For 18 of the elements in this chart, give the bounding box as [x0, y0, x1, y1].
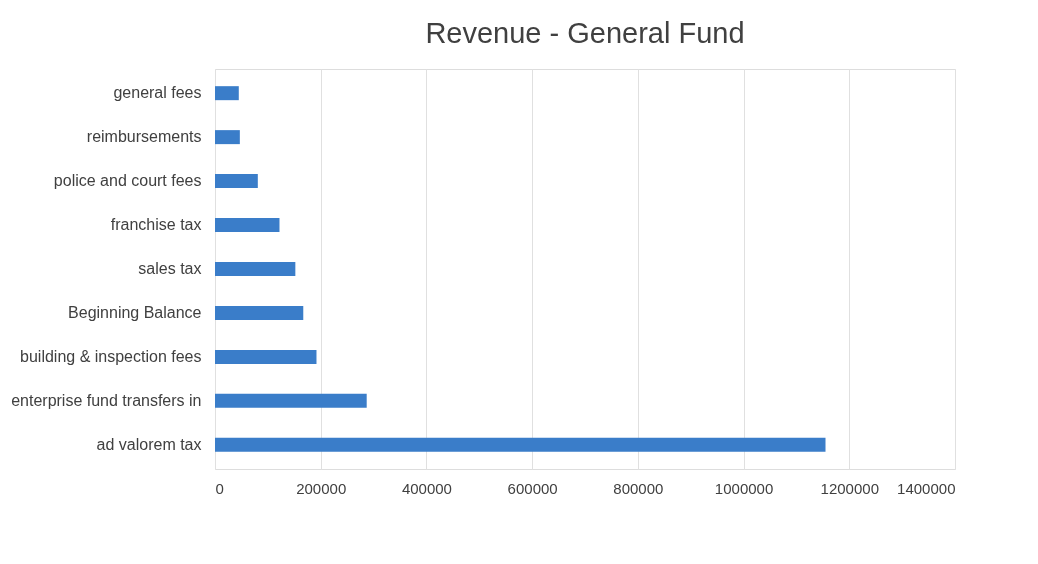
x-tick-label: 0: [215, 479, 224, 497]
y-tick-label: Beginning Balance: [68, 303, 202, 321]
y-tick-label: sales tax: [138, 260, 202, 277]
y-tick-label: police and court fees: [53, 172, 202, 190]
y-tick-label: enterprise fund transfers in: [11, 391, 202, 409]
x-tick-label: 1000000: [714, 479, 774, 497]
x-tick-label: 600000: [507, 479, 558, 497]
x-tick-label: 800000: [613, 479, 664, 497]
y-tick-label: reimbursements: [86, 128, 202, 146]
x-tick-label: 1400000: [897, 479, 956, 497]
x-tick-label: 1200000: [820, 479, 879, 497]
chart-title: Revenue - General Fund: [425, 17, 745, 49]
x-tick-label: 200000: [296, 479, 347, 497]
x-tick-label: 400000: [401, 479, 452, 497]
y-tick-label: franchise tax: [110, 216, 202, 234]
y-tick-label: building & inspection fees: [20, 347, 202, 365]
y-tick-label: general fees: [113, 84, 202, 102]
y-tick-label: ad valorem tax: [96, 435, 202, 453]
